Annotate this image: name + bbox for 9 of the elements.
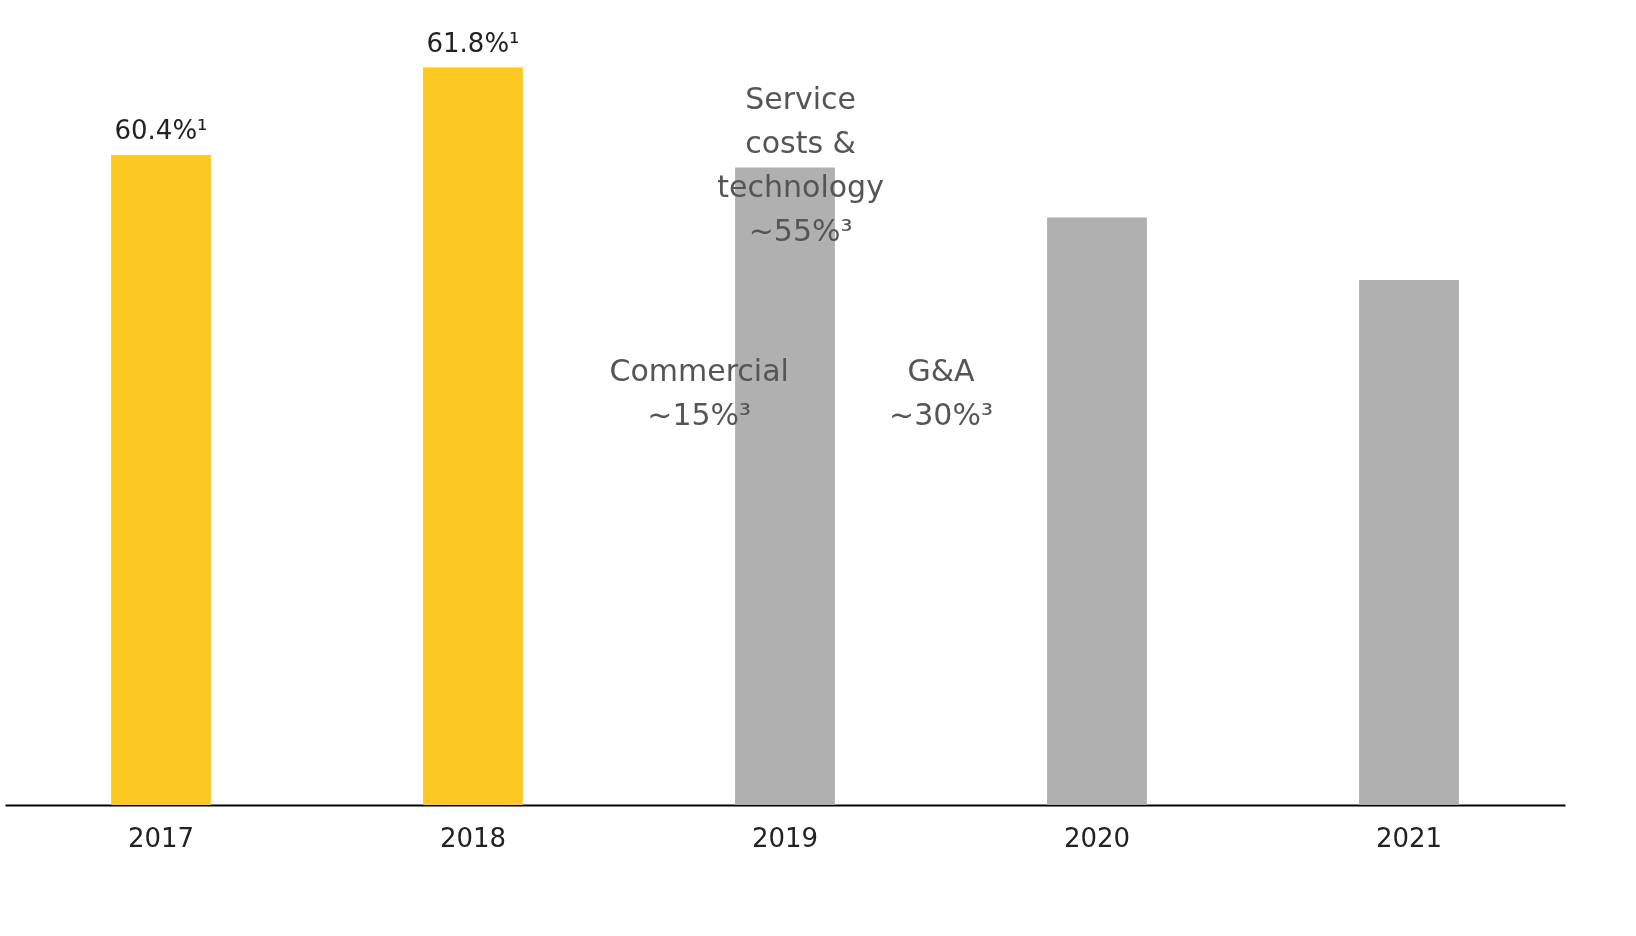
data-label: 60.4%¹ [114,115,208,145]
x-tick-label: 2019 [751,822,819,853]
x-tick-label: 2020 [1063,822,1131,853]
data-label: 61.8%¹ [426,27,520,58]
x-tick-label: 2017 [127,822,195,853]
x-tick-label: 2018 [439,822,507,853]
x-tick-label: 2021 [1375,822,1443,853]
annotation: Commercial ~15%³ [609,353,789,432]
annotation: G&A ~30%³ [889,353,993,432]
